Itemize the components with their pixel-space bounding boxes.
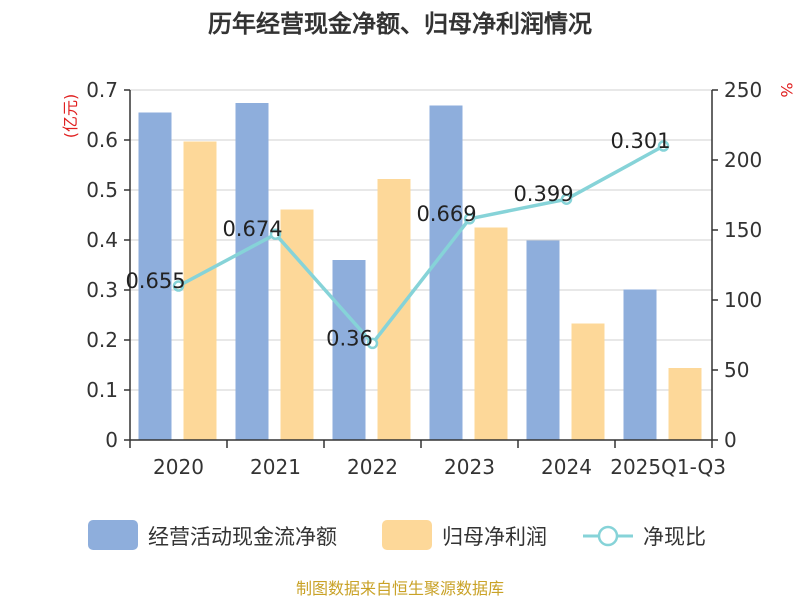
data-label-cash: 0.301: [610, 129, 670, 153]
bar-cash: [526, 240, 560, 440]
ratio-point: [269, 228, 282, 240]
bar-profit: [668, 368, 702, 440]
x-axis-tick-label: 2022: [347, 455, 398, 479]
legend-swatch-profit: [382, 520, 432, 550]
right-axis-tick-label: 250: [724, 78, 762, 102]
right-axis-tick-label: 0: [724, 428, 737, 452]
bar-profit: [571, 323, 605, 440]
left-axis-unit: (亿元): [61, 94, 80, 139]
bars: [138, 103, 702, 440]
data-label-cash: 0.399: [513, 182, 573, 206]
bar-profit: [474, 227, 508, 440]
legend-label-cash: 经营活动现金流净额: [148, 525, 337, 549]
bar-profit: [183, 141, 217, 440]
x-axis-tick-label: 2025Q1-Q3: [610, 455, 726, 479]
bar-cash: [332, 260, 366, 440]
ratio-point: [366, 337, 379, 350]
data-label-cash: 0.669: [416, 202, 476, 226]
ratio-line: [172, 140, 670, 350]
x-axis-tick-label: 2023: [444, 455, 495, 479]
left-axis-tick-label: 0.3: [86, 278, 118, 302]
ratio-line-path: [177, 144, 665, 347]
ratio-point: [172, 280, 185, 292]
grid: [130, 89, 712, 391]
x-axis-tick-label: 2020: [153, 455, 204, 479]
data-label-cash: 0.655: [125, 269, 185, 293]
ratio-point: [560, 193, 573, 205]
chart-title: 历年经营现金净额、归母净利润情况: [208, 10, 592, 38]
left-axis-tick-label: 0.5: [86, 178, 118, 202]
bar-cash: [623, 289, 657, 440]
left-axis-tick-label: 0: [105, 428, 118, 452]
left-axis-tick-label: 0.1: [86, 378, 118, 402]
right-axis-tick-label: 50: [724, 358, 749, 382]
left-axis-tick-label: 0.7: [86, 78, 118, 102]
right-axis-tick-label: 150: [724, 218, 762, 242]
legend-label-profit: 归母净利润: [442, 525, 547, 549]
axes: 0 0.1 0.2 0.3 0.4 0.5 0.6 0.7 0 50 100 150 200 250 202…: [86, 78, 762, 479]
left-axis-tick-label: 0.6: [86, 128, 118, 152]
right-axis-tick-label: 200: [724, 148, 762, 172]
data-label-cash: 0.674: [222, 217, 282, 241]
bar-cash: [235, 103, 269, 440]
legend-swatch-ratio-marker: [597, 525, 619, 547]
bar-cash: [429, 105, 463, 440]
right-axis-tick-label: 100: [724, 288, 762, 312]
legend: 经营活动现金流净额 归母净利润 净现比: [88, 520, 706, 550]
source-note: 制图数据来自恒生聚源数据库: [296, 579, 504, 598]
data-label-cash: 0.36: [326, 326, 373, 350]
legend-label-ratio: 净现比: [643, 525, 706, 549]
ratio-point: [463, 213, 476, 225]
bar-cash: [138, 112, 172, 440]
legend-swatch-cash: [88, 520, 138, 550]
bar-profit: [377, 179, 411, 440]
x-axis-tick-label: 2021: [250, 455, 301, 479]
left-axis-tick-label: 0.2: [86, 328, 118, 352]
left-axis-tick-label: 0.4: [86, 228, 118, 252]
right-axis-unit: %: [777, 82, 796, 97]
x-axis-tick-label: 2024: [541, 455, 592, 479]
data-labels: 0.655 0.674 0.36 0.669 0.399 0.301: [125, 129, 670, 350]
ratio-point: [657, 140, 670, 152]
